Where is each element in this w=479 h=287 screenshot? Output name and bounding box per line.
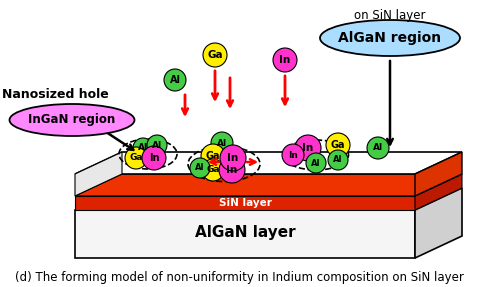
Circle shape [211, 132, 233, 154]
Circle shape [142, 146, 166, 170]
Text: Ga: Ga [129, 154, 143, 162]
Text: Al: Al [333, 156, 343, 164]
Circle shape [201, 144, 225, 168]
Polygon shape [75, 152, 122, 196]
Circle shape [273, 48, 297, 72]
Text: In: In [302, 143, 314, 153]
Polygon shape [75, 210, 415, 258]
Text: Al: Al [195, 164, 205, 172]
Text: Al: Al [152, 141, 162, 150]
Ellipse shape [10, 104, 135, 136]
Text: In: In [149, 153, 159, 163]
Polygon shape [75, 196, 415, 210]
Text: Al: Al [373, 144, 383, 152]
Polygon shape [415, 174, 462, 210]
Text: Al: Al [217, 139, 227, 148]
Text: In: In [279, 55, 291, 65]
Circle shape [295, 135, 321, 161]
Text: Ga: Ga [206, 166, 220, 174]
Polygon shape [75, 174, 462, 196]
Text: Ga: Ga [206, 151, 220, 161]
Circle shape [328, 150, 348, 170]
Text: (d) The forming model of non-uniformity in Indium composition on SiN layer: (d) The forming model of non-uniformity … [14, 272, 464, 284]
Circle shape [147, 135, 167, 155]
Polygon shape [415, 152, 462, 196]
Ellipse shape [320, 20, 460, 56]
Circle shape [133, 138, 153, 158]
Text: Al: Al [170, 75, 181, 85]
Text: In: In [288, 150, 298, 160]
Text: AlGaN layer: AlGaN layer [194, 226, 296, 241]
Circle shape [219, 157, 245, 183]
Text: In: In [227, 165, 238, 175]
Text: In: In [228, 153, 239, 163]
Polygon shape [415, 188, 462, 258]
Text: Al: Al [311, 158, 321, 168]
Circle shape [326, 133, 350, 157]
Text: SiN layer: SiN layer [218, 198, 272, 208]
Circle shape [203, 43, 227, 67]
Circle shape [125, 147, 147, 169]
Circle shape [202, 159, 224, 181]
Circle shape [282, 144, 304, 166]
Polygon shape [75, 152, 462, 174]
Text: Nanosized hole: Nanosized hole [1, 88, 108, 102]
Circle shape [220, 145, 246, 171]
Circle shape [367, 137, 389, 159]
Circle shape [190, 158, 210, 178]
Circle shape [306, 153, 326, 173]
Text: Ga: Ga [331, 140, 345, 150]
Text: Al: Al [138, 144, 148, 152]
Text: InGaN region: InGaN region [28, 113, 115, 127]
Circle shape [164, 69, 186, 91]
Text: Ga: Ga [207, 50, 223, 60]
Text: on SiN layer: on SiN layer [354, 9, 426, 22]
Text: AlGaN region: AlGaN region [339, 31, 442, 45]
